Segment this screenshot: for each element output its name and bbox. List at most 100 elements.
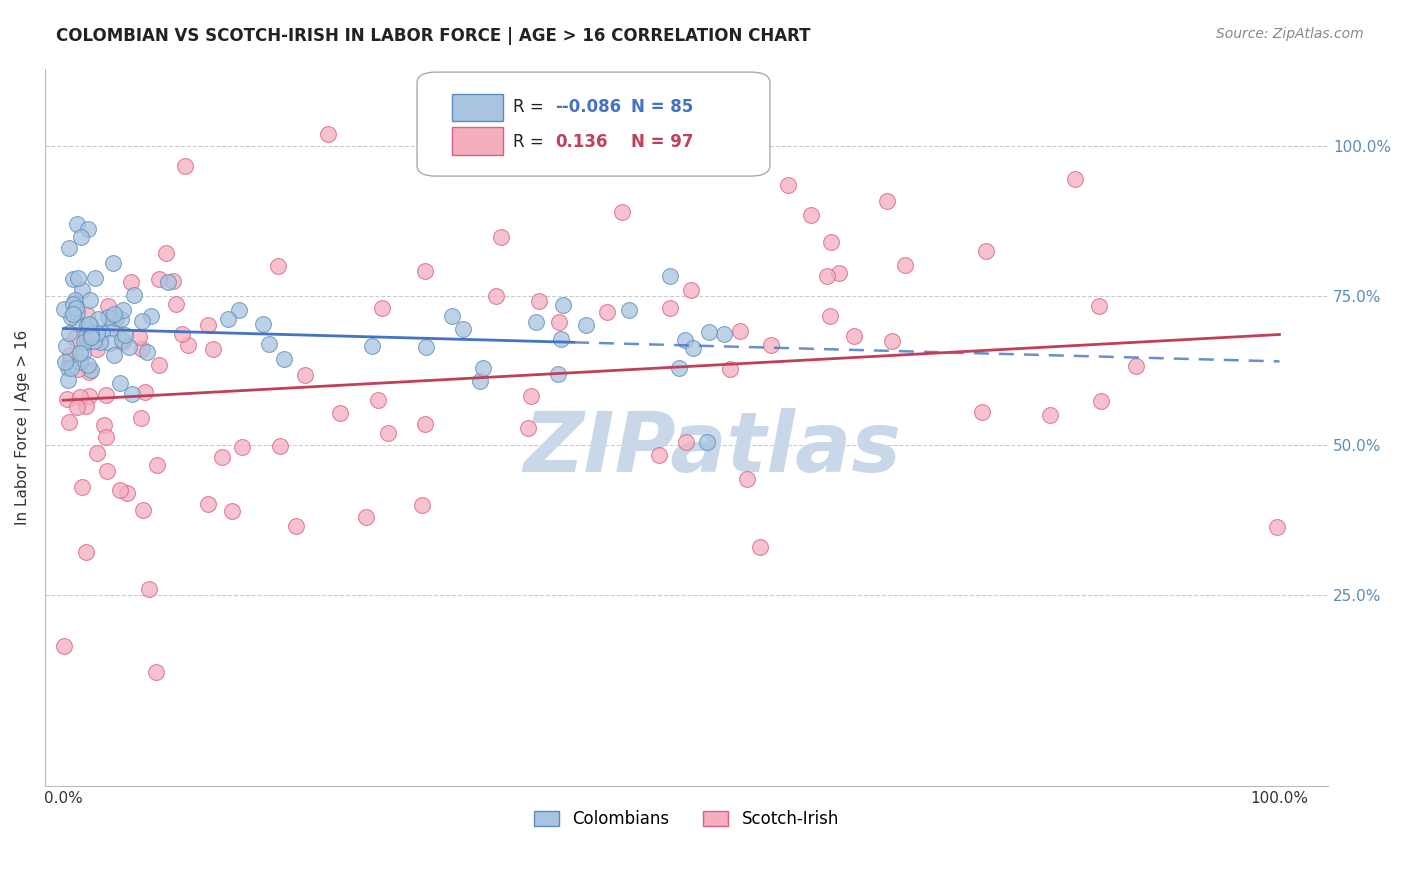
Point [69,346,91,360]
Point [842,329,865,343]
Point [174,160,197,174]
Point [696,435,718,450]
Point [516,420,538,434]
Point [86,326,108,340]
Point [267,259,290,273]
Point [75,545,97,559]
FancyBboxPatch shape [418,72,770,176]
Point [316,128,339,142]
Point [91,326,114,340]
Point [111,333,134,347]
Point [65,301,87,315]
Point [252,318,274,332]
Point [228,303,250,318]
Point [80,329,103,343]
Point [177,337,200,351]
Point [697,325,720,339]
Point [70,230,93,244]
Point [103,318,125,333]
Point [131,342,153,356]
Point [77,389,100,403]
Point [53,639,76,653]
Point [129,411,152,425]
Point [1265,520,1288,534]
FancyBboxPatch shape [451,128,503,154]
Point [367,392,389,407]
Point [415,417,437,432]
Point [612,205,634,219]
Point [59,361,82,376]
Point [56,360,79,375]
Point [86,446,108,460]
Point [550,332,572,346]
Point [1038,409,1060,423]
Point [681,284,703,298]
Point [59,348,82,362]
Point [524,315,547,329]
Point [77,365,100,379]
Point [66,217,89,231]
Point [73,335,96,350]
Point [273,352,295,367]
Point [66,316,89,330]
Point [735,472,758,486]
Point [58,415,80,429]
Text: --0.086: --0.086 [555,97,621,116]
Point [894,258,917,272]
Point [104,310,127,325]
Point [56,392,79,406]
Point [70,283,93,297]
Point [79,317,101,331]
Point [122,288,145,302]
Point [58,353,80,368]
Point [491,230,513,244]
Point [329,406,352,420]
Point [70,480,93,494]
Point [1088,299,1111,313]
Point [131,314,153,328]
Point [76,359,98,373]
Point [162,274,184,288]
Point [75,399,97,413]
Point [148,358,170,372]
Point [713,326,735,341]
Point [728,324,751,338]
Point [76,334,98,349]
Text: 0.136: 0.136 [555,133,609,151]
Text: R =: R = [513,97,550,116]
Point [76,318,98,332]
Point [101,256,124,270]
Point [778,178,800,193]
Point [1090,393,1112,408]
Point [547,367,569,381]
Point [648,448,671,462]
Point [120,275,142,289]
Point [84,271,107,285]
Point [668,361,690,376]
Point [128,329,150,343]
Point [485,288,508,302]
Point [103,307,125,321]
Point [132,503,155,517]
Point [551,298,574,312]
Point [134,384,156,399]
Point [1063,172,1085,186]
Point [285,519,308,533]
Point [441,310,464,324]
Point [83,334,105,348]
Point [66,362,89,376]
Point [79,293,101,307]
Point [470,374,492,388]
Point [155,246,177,260]
Point [111,334,134,349]
Point [371,301,394,315]
Point [80,319,103,334]
Point [165,297,187,311]
Point [828,266,851,280]
Point [63,295,86,310]
Point [231,440,253,454]
Point [63,331,86,345]
Point [217,311,239,326]
Point [60,310,83,324]
Point [361,339,384,353]
